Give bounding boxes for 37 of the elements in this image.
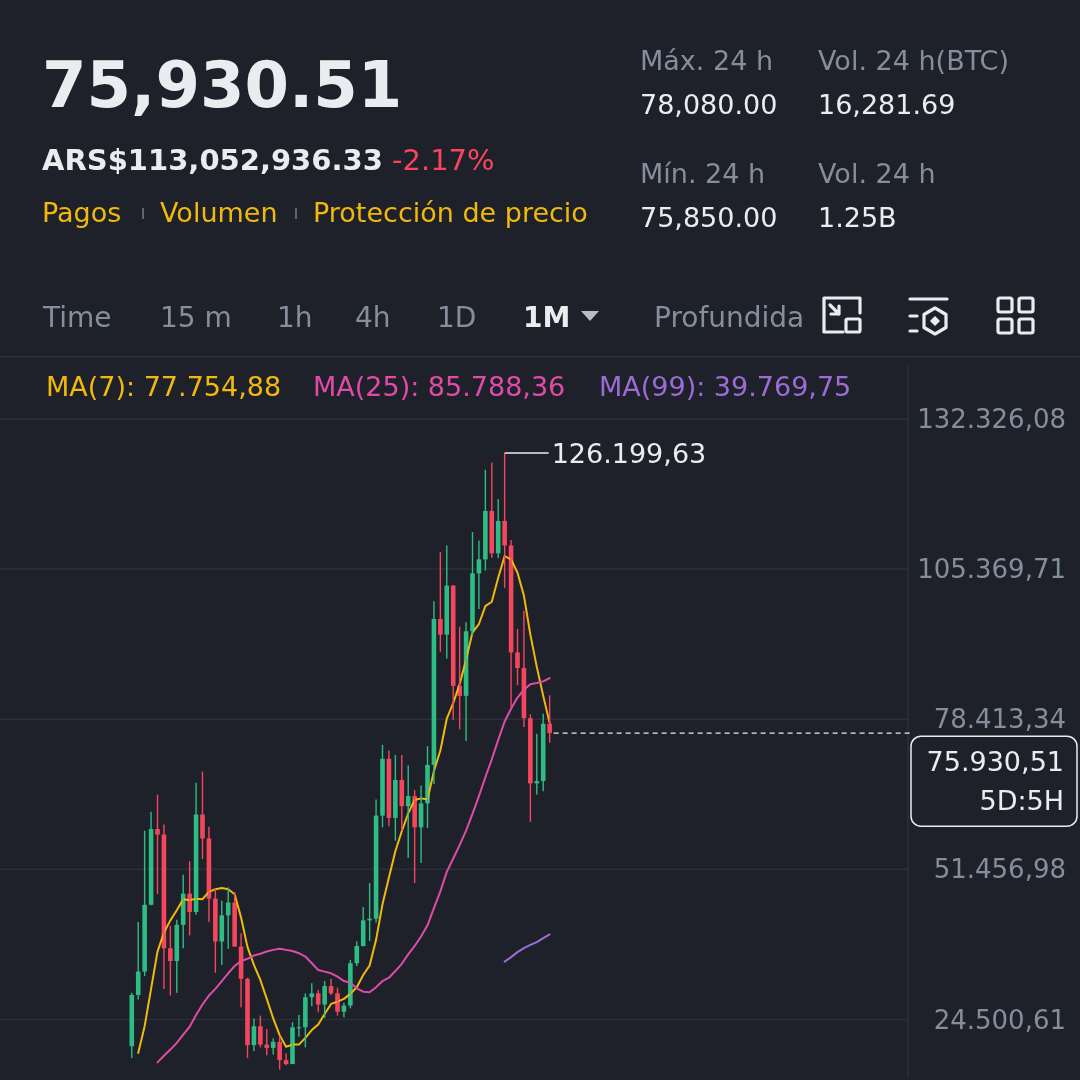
text: MA(99): 39.769,75	[599, 371, 852, 402]
y-tick-label: 51.456,98	[933, 854, 1066, 885]
annotation: 5D:5H	[979, 785, 1064, 817]
line-series	[156, 677, 551, 1064]
text: 75,850.00	[640, 202, 778, 233]
text: Mín. 24 h	[640, 158, 766, 189]
candlestick	[219, 900, 225, 966]
text: Profundida	[654, 301, 805, 334]
text: Time	[42, 301, 112, 334]
ref-line-label: 75.930,51	[926, 746, 1064, 778]
text: 78,080.00	[640, 89, 778, 120]
text: 15 m	[160, 301, 232, 334]
text: Vol. 24 h	[818, 158, 936, 189]
text: Volumen	[160, 197, 278, 228]
text: MA(25): 85.788,36	[313, 371, 566, 402]
text: 1D	[437, 301, 477, 334]
text: Protección de precio	[313, 197, 588, 228]
candlestick	[155, 793, 160, 895]
text: Máx. 24 h	[640, 45, 774, 76]
text: 1h	[277, 301, 313, 334]
text: Vol. 24 h(BTC)	[818, 45, 1009, 76]
text: 1M	[523, 301, 571, 334]
y-tick-label: 24.500,61	[933, 1004, 1066, 1035]
annotation: 126.199,63	[551, 438, 707, 470]
chart-subtitle: ARS$113,052,936.33	[42, 143, 383, 177]
text: MA(7): 77.754,88	[46, 371, 282, 402]
text: Pagos	[42, 197, 122, 228]
y-tick-label: 105.369,71	[917, 554, 1066, 585]
text: 4h	[355, 301, 391, 334]
chart-title: 75,930.51	[42, 48, 403, 122]
text: 1.25B	[818, 202, 897, 233]
text: 16,281.69	[818, 89, 956, 120]
y-tick-label: 78.413,34	[933, 704, 1066, 735]
text: -2.17%	[392, 143, 495, 177]
line-series	[503, 933, 551, 963]
line-series	[137, 555, 551, 1054]
y-tick-label: 132.326,08	[917, 403, 1066, 434]
